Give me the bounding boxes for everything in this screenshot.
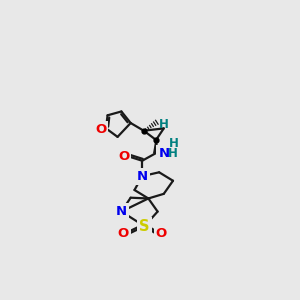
Polygon shape	[154, 140, 158, 153]
Text: O: O	[118, 150, 129, 163]
Text: N: N	[116, 205, 127, 218]
Text: O: O	[95, 123, 106, 136]
Text: H: H	[159, 118, 169, 131]
Text: H: H	[169, 137, 179, 150]
Text: O: O	[156, 227, 167, 240]
Text: N: N	[136, 169, 148, 183]
Text: O: O	[117, 227, 129, 240]
Text: N: N	[158, 146, 169, 160]
Text: S: S	[139, 219, 150, 234]
Text: H: H	[168, 146, 178, 160]
